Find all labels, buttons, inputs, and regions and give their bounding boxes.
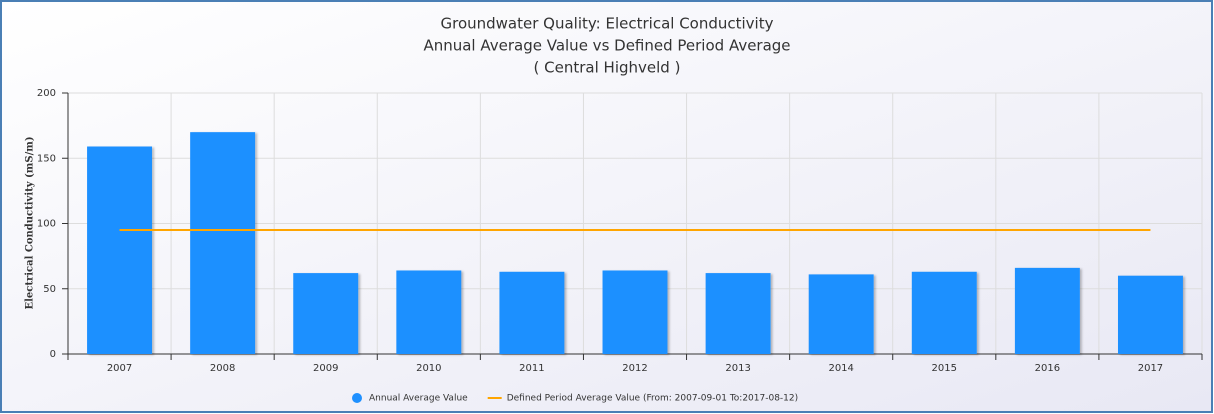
y-tick-label: 100 [37, 219, 56, 230]
bar [396, 270, 462, 354]
legend-label: Defined Period Average Value (From: 2007… [507, 394, 798, 404]
x-tick-label: 2011 [519, 363, 544, 374]
x-tick-label: 2015 [932, 363, 957, 374]
x-tick-label: 2016 [1035, 363, 1060, 374]
y-tick-label: 0 [50, 349, 56, 360]
y-axis-label: Electrical Conductivity (mS/m) [25, 136, 36, 309]
x-tick-label: 2007 [107, 363, 132, 374]
bar [499, 271, 565, 354]
bar [808, 274, 874, 354]
x-tick-label: 2008 [210, 363, 235, 374]
chart-subtitle: ( Central Highveld ) [534, 59, 681, 77]
y-tick-label: 50 [43, 284, 56, 295]
x-tick-label: 2014 [828, 363, 853, 374]
y-tick-label: 200 [37, 88, 56, 99]
x-tick-label: 2009 [313, 363, 338, 374]
bar [1014, 267, 1080, 354]
bar [602, 270, 668, 354]
chart-subtitle: Annual Average Value vs Defined Period A… [423, 37, 790, 55]
bar [87, 146, 153, 354]
x-tick-label: 2017 [1138, 363, 1163, 374]
y-tick-label: 150 [37, 153, 56, 164]
bar [293, 273, 359, 354]
bar [190, 132, 256, 354]
bar [911, 271, 977, 354]
x-tick-label: 2013 [725, 363, 750, 374]
legend-swatch [352, 393, 362, 403]
bar [1117, 275, 1183, 354]
bar [705, 273, 771, 354]
chart-title: Groundwater Quality: Electrical Conducti… [440, 15, 773, 33]
x-tick-label: 2010 [416, 363, 441, 374]
x-tick-label: 2012 [622, 363, 647, 374]
legend-label: Annual Average Value [369, 394, 468, 404]
